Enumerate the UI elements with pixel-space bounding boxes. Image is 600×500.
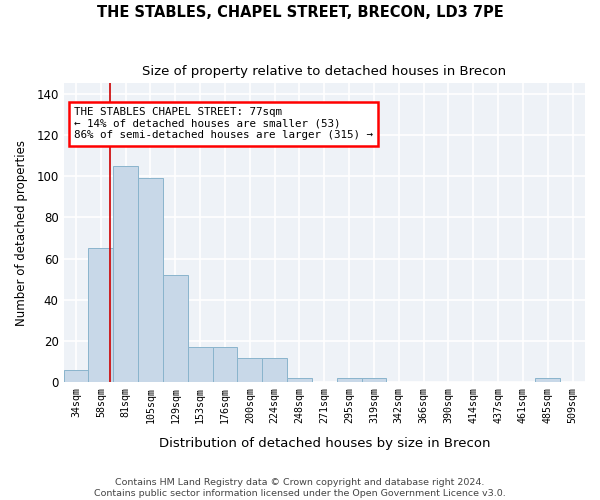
Bar [64, 370, 88, 382]
X-axis label: Distribution of detached houses by size in Brecon: Distribution of detached houses by size … [158, 437, 490, 450]
Bar [163, 275, 188, 382]
Text: THE STABLES, CHAPEL STREET, BRECON, LD3 7PE: THE STABLES, CHAPEL STREET, BRECON, LD3 … [97, 5, 503, 20]
Bar [362, 378, 386, 382]
Bar [138, 178, 163, 382]
Text: Contains HM Land Registry data © Crown copyright and database right 2024.
Contai: Contains HM Land Registry data © Crown c… [94, 478, 506, 498]
Title: Size of property relative to detached houses in Brecon: Size of property relative to detached ho… [142, 65, 506, 78]
Bar [238, 358, 262, 382]
Y-axis label: Number of detached properties: Number of detached properties [15, 140, 28, 326]
Bar [212, 347, 238, 382]
Bar [262, 358, 287, 382]
Bar [287, 378, 312, 382]
Bar [188, 347, 212, 382]
Text: THE STABLES CHAPEL STREET: 77sqm
← 14% of detached houses are smaller (53)
86% o: THE STABLES CHAPEL STREET: 77sqm ← 14% o… [74, 107, 373, 140]
Bar [337, 378, 362, 382]
Bar [88, 248, 113, 382]
Bar [113, 166, 138, 382]
Bar [535, 378, 560, 382]
